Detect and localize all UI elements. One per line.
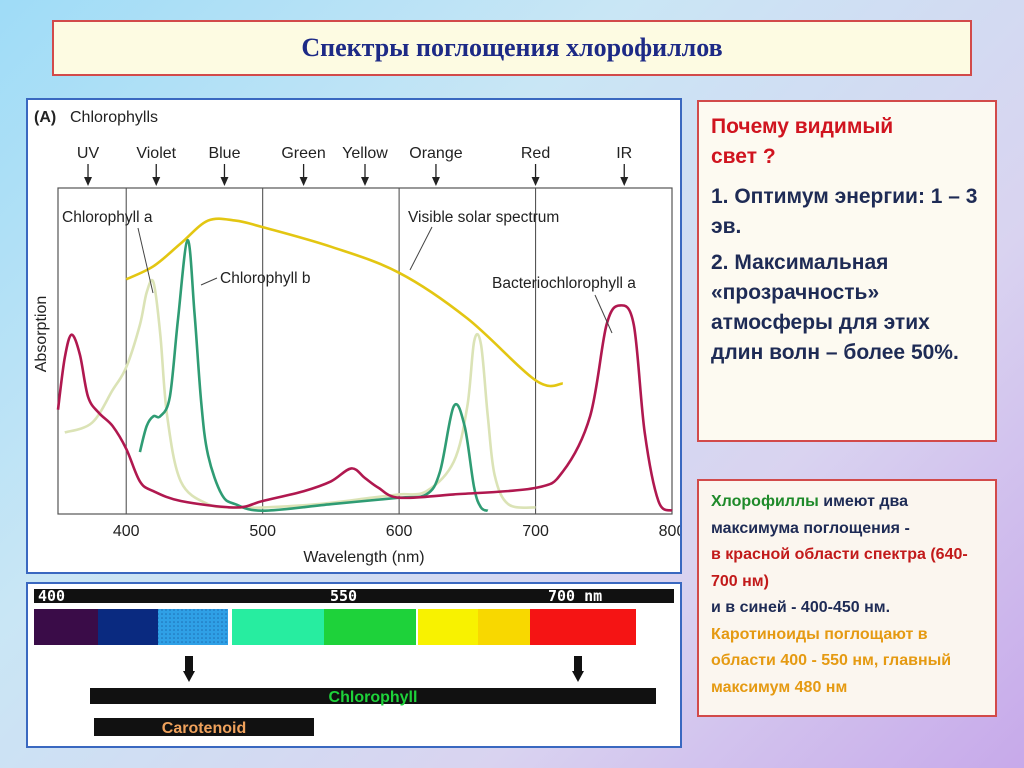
region-label-blue: Blue [208,145,240,162]
top-strip [34,589,674,603]
chl-line-3: и в синей - 400-450 нм. [711,599,891,616]
leader-visible-solar [409,226,433,271]
region-label-ir: IR [616,145,632,162]
series-bacteriochlorophyll-a [56,304,673,512]
region-label-green: Green [281,145,325,162]
x-tick-600: 600 [386,523,413,540]
carotenoid-bar [94,718,314,736]
leader-chlorophyll-b [200,277,218,286]
spectrum-bar-box: 400 550 700 nm Chlorophyll Carotenoid [26,582,682,748]
region-label-red: Red [521,145,550,162]
region-arrow-violet [152,177,161,186]
annotation-chlorophyll-a: Chlorophyll a [62,209,153,226]
annotation-chlorophyll-b: Chlorophyll b [220,270,310,287]
why-question: Почему видимый свет ? [711,115,894,168]
color-band-2 [98,609,158,645]
region-arrow-orange [431,177,440,186]
color-band-1 [34,609,98,645]
color-bands [34,609,636,645]
leader-chlorophyll-a [137,227,154,294]
color-band-8 [530,609,636,645]
chlorophyll-bar-label: Chlorophyll [329,689,418,706]
leader-bacteriochlorophyll-a [594,294,613,334]
series-chlorophyll-a [64,278,536,510]
color-band-3 [158,609,228,645]
region-labels: UV Violet Blue Green Yellow Orange Red IR [77,145,632,186]
region-arrow-yellow [361,177,369,186]
tick-550: 550 [330,587,357,605]
region-arrow-green [299,177,308,186]
color-band-6 [418,609,478,645]
x-tick-800: 800 [659,523,680,540]
absorption-arrow-blue [183,656,195,682]
spectrum-bar-svg: 400 550 700 nm Chlorophyll Carotenoid [34,587,674,737]
energy-optimum-text: 1. Оптимум энергии: 1 – 3 эв. [711,185,978,238]
region-label-violet: Violet [136,145,176,162]
region-arrow-blue [220,177,229,186]
region-label-uv: UV [77,145,100,162]
title-box: Спектры поглощения хлорофиллов [52,20,972,76]
x-tick-700: 700 [522,523,549,540]
region-label-orange: Orange [409,145,462,162]
atmosphere-transparency-text: 2. Максимальная «прозрачность» атмосферы… [711,251,959,364]
panel-label: (A) [34,109,56,126]
absorption-series [56,217,673,512]
region-arrow-ir [620,177,629,186]
chl-line-2: в красной области спектра (640-700 нм) [711,546,968,590]
chl-line-1-b: имеют два максимума поглощения - [711,493,910,537]
annotation-leaders [137,226,613,334]
chlorophyll-bar [90,688,656,704]
color-band-4 [232,609,324,645]
color-band-5 [324,609,416,645]
region-boundaries [125,188,537,514]
region-label-yellow: Yellow [342,145,388,162]
why-visible-light-box: Почему видимый свет ? 1. Оптимум энергии… [697,100,997,442]
chlorophyll-maxima-box: Хлорофиллы имеют два максимума поглощени… [697,479,997,717]
absorption-arrow-red [572,656,584,682]
annotation-bacteriochlorophyll-a: Bacteriochlorophyll a [492,275,636,292]
color-band-7 [478,609,530,645]
chart-title: Chlorophylls [70,109,158,126]
carotenoid-bar-label: Carotenoid [162,720,246,737]
absorption-chart: (A) Chlorophylls Wavelength (nm) Absorpt… [26,98,682,574]
region-arrow-red [531,177,540,186]
region-arrow-uv [84,177,93,186]
tick-400: 400 [38,587,65,605]
x-tick-400: 400 [113,523,140,540]
series-visible-solar-spectrum [125,217,563,388]
plot-frame [57,187,673,515]
tick-700: 700 nm [548,587,602,605]
page-title: Спектры поглощения хлорофиллов [301,33,723,62]
series-chlorophyll-b [138,238,489,512]
chl-line-1-a: Хлорофиллы [711,493,819,510]
x-tick-labels: 400 500 600 700 800 [113,523,680,540]
x-axis-label: Wavelength (nm) [303,549,424,566]
series-annotations: Chlorophyll a Chlorophyll b Visible sola… [62,209,636,292]
chl-line-4: Каротиноиды поглощают в области 400 - 55… [711,625,952,696]
y-axis-label: Absorption [33,296,50,373]
annotation-visible-solar: Visible solar spectrum [408,209,559,226]
x-tick-500: 500 [249,523,276,540]
chl-line-1: Хлорофиллы имеют два максимума поглощени… [711,489,987,542]
absorption-chart-svg: (A) Chlorophylls Wavelength (nm) Absorpt… [33,109,680,566]
